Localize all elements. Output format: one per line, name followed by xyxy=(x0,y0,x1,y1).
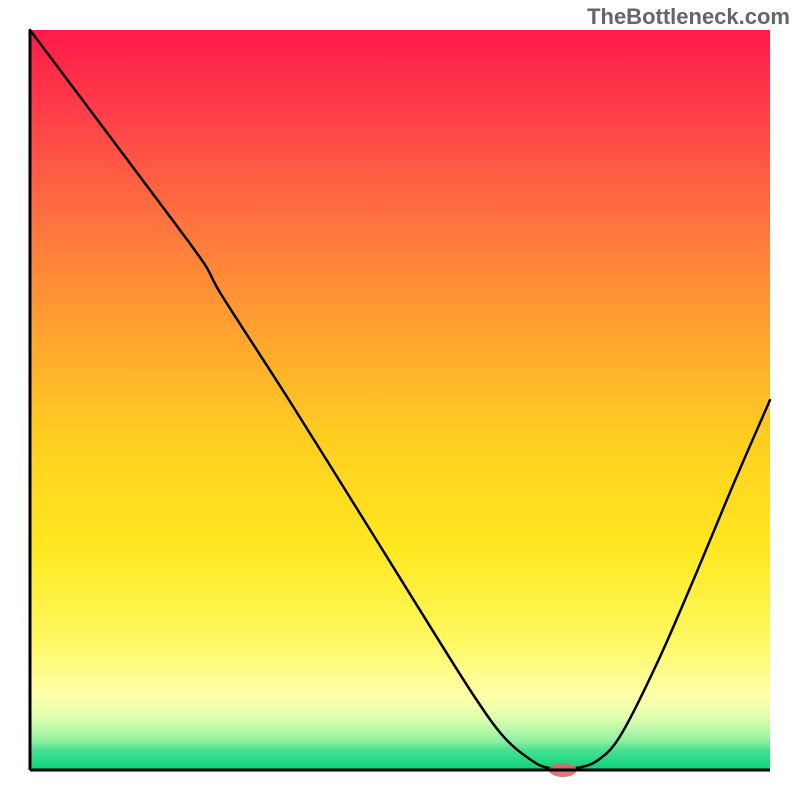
chart-container: TheBottleneck.com xyxy=(0,0,800,800)
chart-svg xyxy=(0,0,800,800)
watermark-text: TheBottleneck.com xyxy=(587,4,790,30)
